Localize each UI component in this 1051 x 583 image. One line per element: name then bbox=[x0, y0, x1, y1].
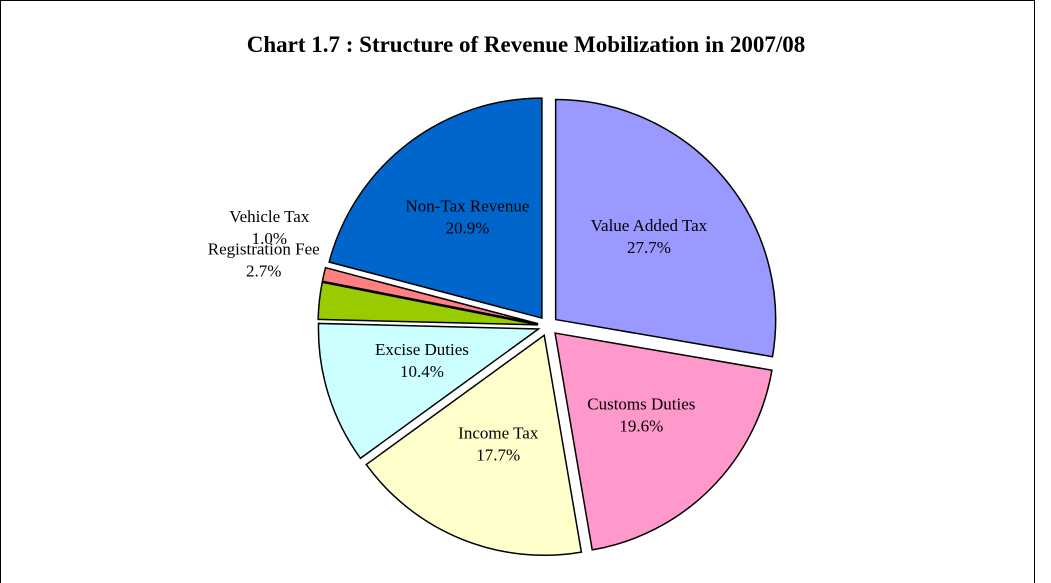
value-label: 19.6% bbox=[619, 416, 663, 435]
slice-label: Income Tax 17.7% bbox=[458, 423, 539, 464]
value-label: 27.7% bbox=[627, 238, 671, 257]
category-label: Customs Duties bbox=[587, 394, 695, 413]
pie-slice bbox=[317, 281, 539, 326]
category-label: Vehicle Tax bbox=[229, 207, 310, 226]
category-label: Excise Duties bbox=[375, 340, 469, 359]
chart-title: Chart 1.7 : Structure of Revenue Mobiliz… bbox=[247, 32, 806, 57]
category-label: Registration Fee bbox=[208, 240, 320, 259]
slice-label: Non-Tax Revenue 20.9% bbox=[405, 196, 529, 237]
slice-label: Vehicle Tax 1.0% bbox=[229, 207, 310, 248]
slice-label: Value Added Tax 27.7% bbox=[591, 216, 708, 257]
value-label: 10.4% bbox=[400, 362, 444, 381]
pie-slice bbox=[321, 266, 539, 325]
value-label: 17.7% bbox=[476, 445, 520, 464]
slice-label: Registration Fee 2.7% bbox=[208, 240, 320, 281]
pie-slice bbox=[317, 322, 541, 460]
pie-slice bbox=[554, 332, 773, 551]
pie-slice bbox=[365, 333, 583, 557]
pie-slice bbox=[328, 97, 543, 320]
value-label: 2.7% bbox=[246, 262, 281, 281]
value-label: 1.0% bbox=[252, 229, 287, 248]
slice-label: Excise Duties 10.4% bbox=[375, 340, 469, 381]
category-label: Non-Tax Revenue bbox=[405, 196, 529, 215]
slice-label: Customs Duties 19.6% bbox=[587, 394, 695, 435]
value-label: 20.9% bbox=[445, 218, 489, 237]
category-label: Value Added Tax bbox=[591, 216, 708, 235]
category-label: Income Tax bbox=[458, 423, 539, 442]
pie-slice bbox=[554, 98, 777, 358]
